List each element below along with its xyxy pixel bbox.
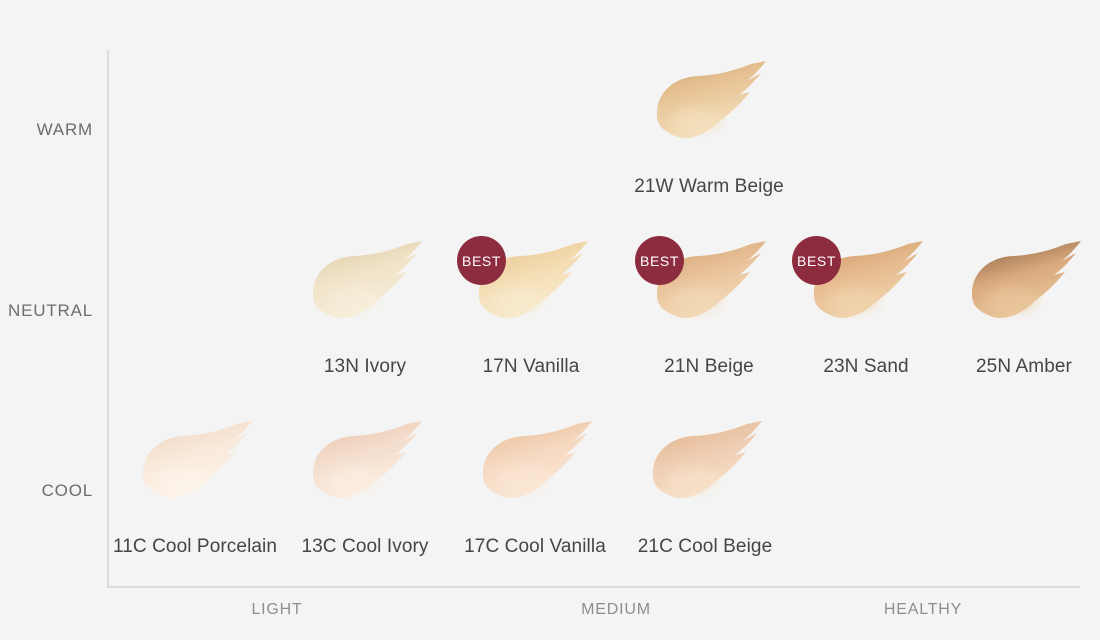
shade-swatch-21c: 21C Cool Beige	[595, 420, 815, 558]
shade-swatch-25n: 25N Amber	[914, 240, 1100, 378]
shade-label: 11C Cool Porcelain	[112, 536, 278, 557]
shade-swatch-17n: BEST 17N Vanilla	[421, 236, 641, 378]
best-badge: BEST	[635, 236, 684, 285]
shade-swatch-23n: BEST 23N Sand	[756, 236, 976, 378]
shade-swatch-13c: 13C Cool Ivory	[255, 420, 475, 558]
shade-label: 23N Sand	[823, 356, 909, 377]
shade-label: 21W Warm Beige	[634, 176, 784, 197]
foundation-smear-graphic	[482, 421, 592, 499]
shade-label: 21C Cool Beige	[637, 536, 773, 557]
foundation-smear-graphic	[478, 241, 588, 319]
shade-swatch-17c: 17C Cool Vanilla	[425, 420, 645, 558]
foundation-smear-graphic	[656, 241, 766, 319]
shade-swatch-21n: BEST 21N Beige	[599, 236, 819, 378]
y-axis-label-warm: WARM	[36, 120, 93, 139]
x-axis-label-healthy: HEALTHY	[883, 601, 963, 618]
foundation-smear-graphic	[312, 241, 422, 319]
best-badge-label: BEST	[462, 252, 501, 269]
shade-label: 21N Beige	[664, 356, 754, 377]
best-badge: BEST	[792, 236, 841, 285]
foundation-smear-graphic	[312, 421, 422, 499]
y-axis-line	[107, 50, 109, 587]
shade-label: 13N Ivory	[323, 356, 407, 377]
x-axis-label-light: LIGHT	[251, 601, 303, 618]
foundation-smear-graphic	[142, 421, 252, 499]
x-axis-label-medium: MEDIUM	[581, 601, 651, 618]
foundation-smear-graphic	[813, 241, 923, 319]
best-badge: BEST	[457, 236, 506, 285]
shade-swatch-11c: 11C Cool Porcelain	[85, 420, 305, 558]
shade-label: 17N Vanilla	[482, 356, 580, 377]
shade-swatch-13n: 13N Ivory	[255, 240, 475, 378]
best-badge-label: BEST	[797, 252, 836, 269]
x-axis-line	[107, 586, 1080, 588]
foundation-smear-graphic	[652, 421, 762, 499]
y-axis-label-neutral: NEUTRAL	[8, 301, 93, 320]
y-axis-label-cool: COOL	[41, 481, 93, 500]
shade-label: 17C Cool Vanilla	[464, 536, 606, 557]
shade-swatch-21w: 21W Warm Beige	[599, 60, 819, 198]
foundation-smear-graphic	[971, 241, 1081, 319]
best-badge-label: BEST	[640, 252, 679, 269]
shade-label: 13C Cool Ivory	[301, 536, 429, 557]
shade-label: 25N Amber	[976, 356, 1072, 377]
foundation-smear-graphic	[656, 61, 766, 139]
